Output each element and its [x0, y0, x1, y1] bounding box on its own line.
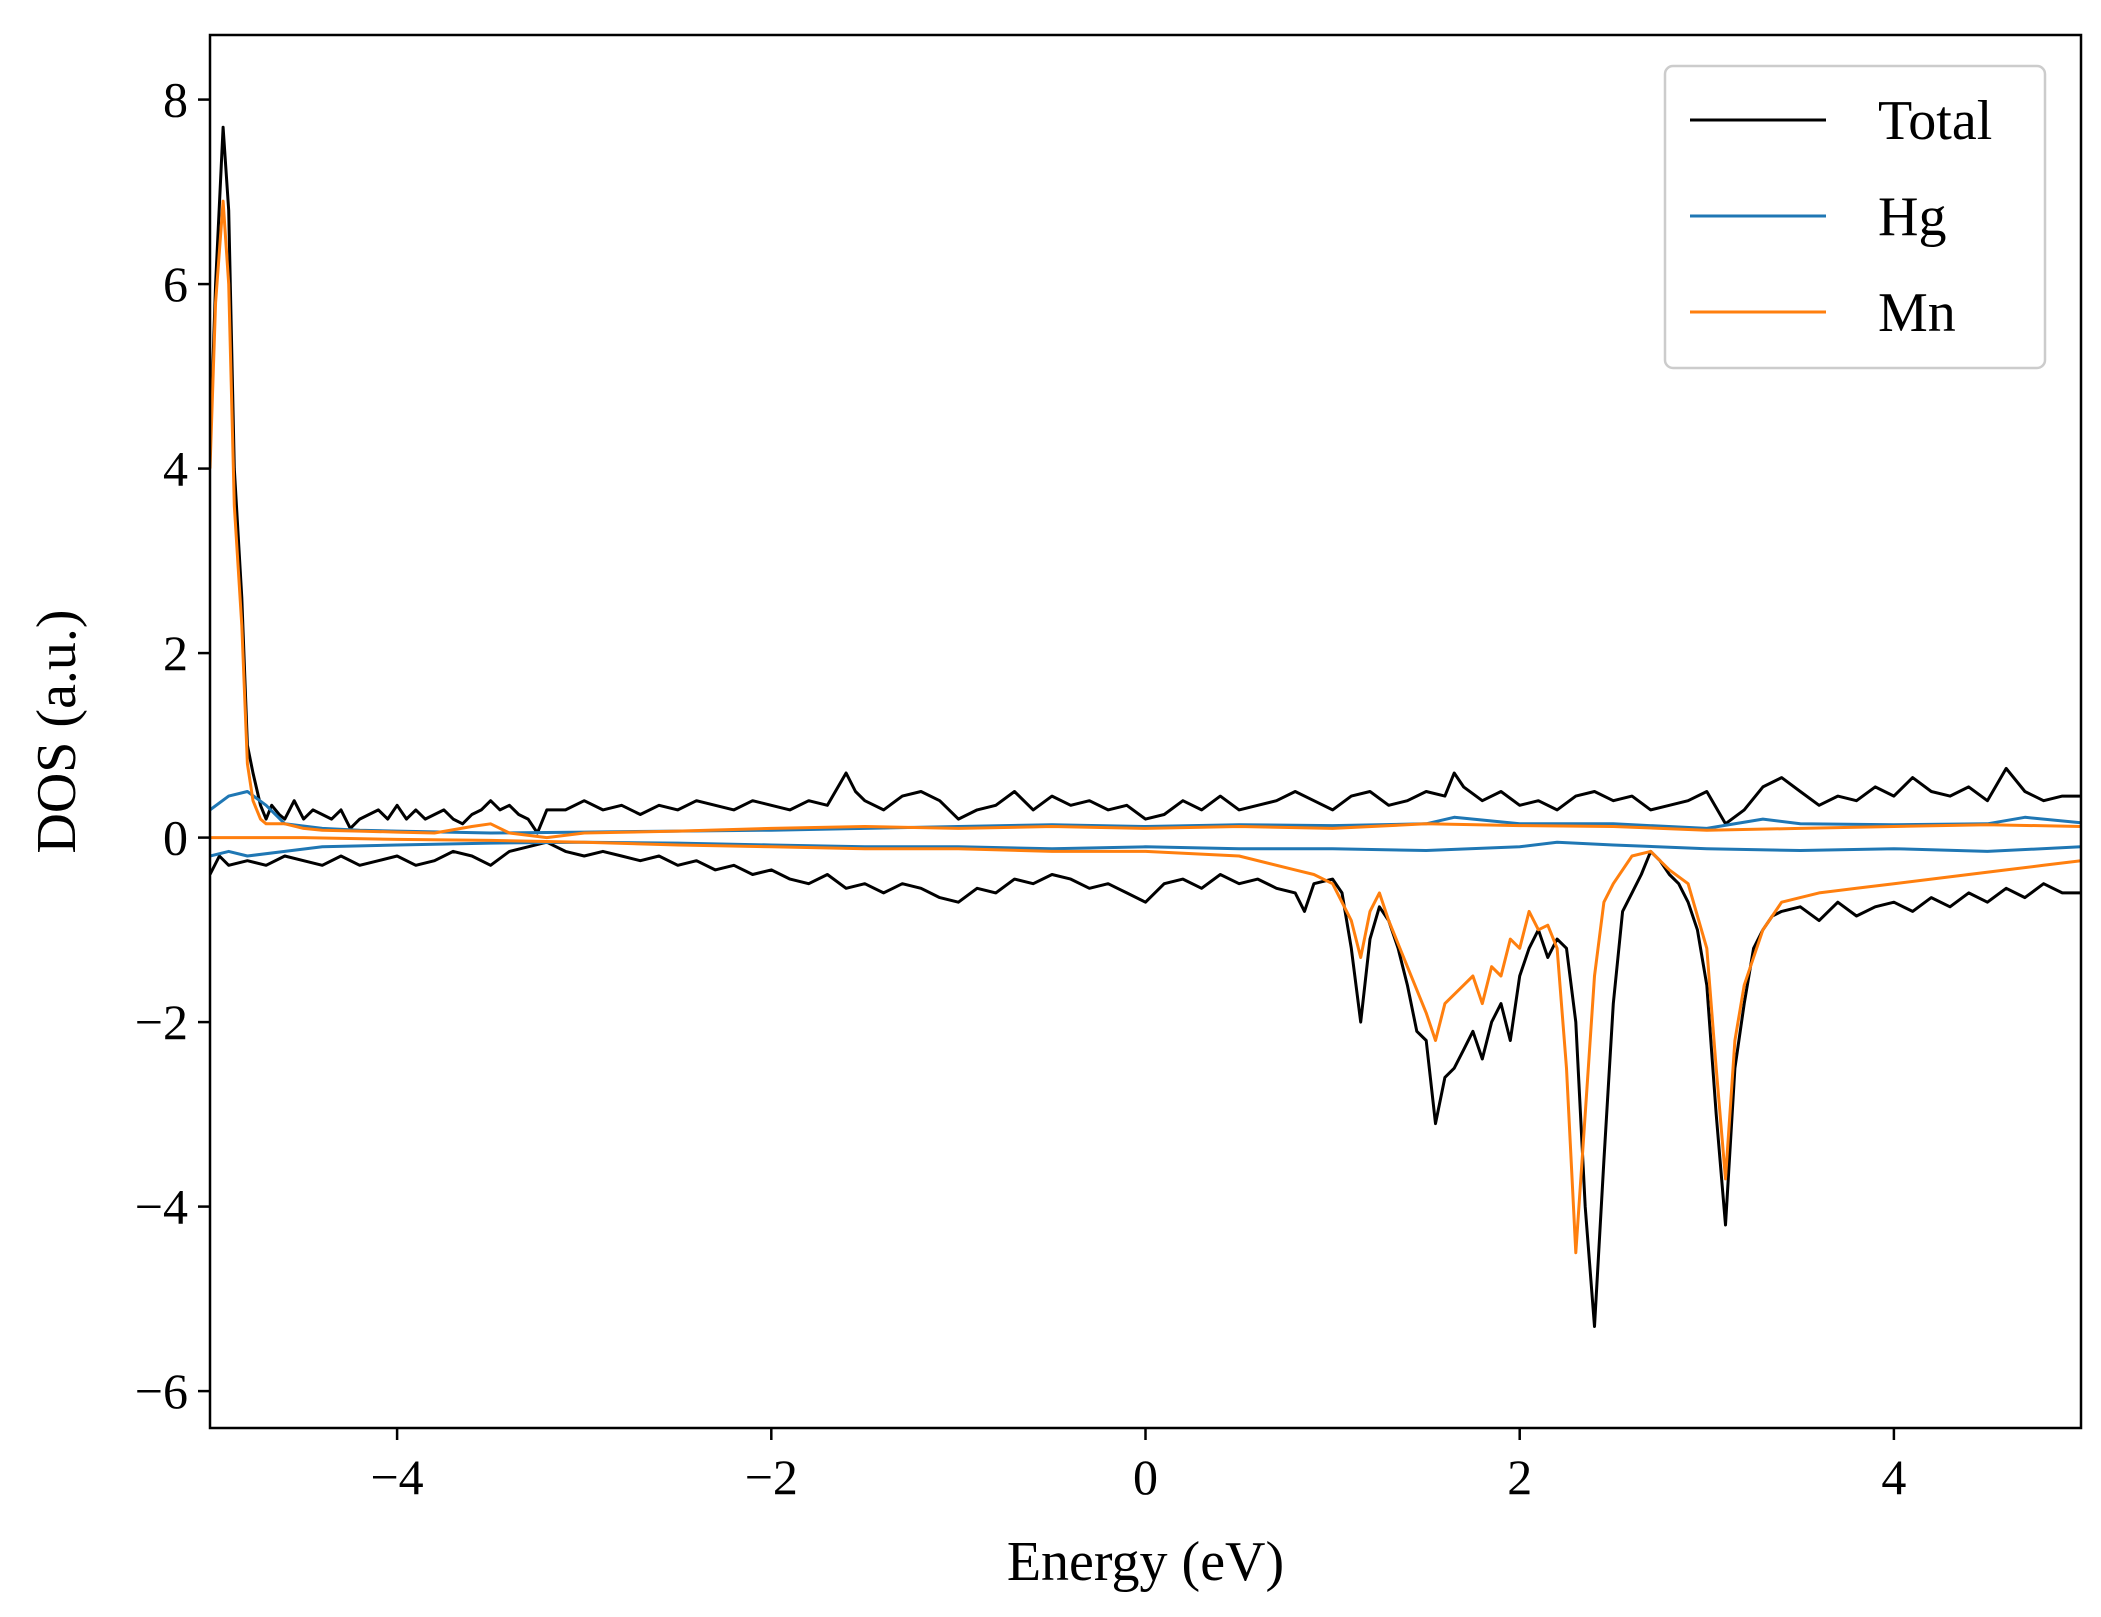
- legend-label-mn: Mn: [1878, 282, 1956, 344]
- series-layer: [210, 125, 2081, 1328]
- y-tick-label: 0: [163, 810, 188, 866]
- x-axis-label: Energy (eV): [1007, 1531, 1284, 1593]
- y-tick-label: −4: [135, 1179, 188, 1235]
- series-line-total-1: [210, 840, 2081, 1328]
- y-axis-label: DOS (a.u.): [26, 609, 88, 853]
- x-tick-label: 0: [1133, 1449, 1158, 1505]
- series-line-total-0: [210, 125, 2081, 835]
- x-tick-label: 2: [1507, 1449, 1532, 1505]
- series-line-hg-2: [210, 790, 2081, 835]
- legend: Total Hg Mn: [1663, 64, 2047, 370]
- series-line-mn-5: [210, 836, 2081, 1255]
- x-tick-label: −4: [370, 1449, 423, 1505]
- y-tick-label: 2: [163, 625, 188, 681]
- series-line-hg-3: [210, 840, 2081, 858]
- y-tick-label: 8: [163, 72, 188, 128]
- x-tick-label: 4: [1881, 1449, 1906, 1505]
- y-tick-label: −2: [135, 994, 188, 1050]
- legend-label-total: Total: [1878, 90, 1992, 152]
- series-line-mn-4: [210, 199, 2081, 840]
- ticks-layer: −4 −2 0 2 4 −6 −4 −2 0 2 4 6 8: [135, 72, 1907, 1505]
- y-tick-label: −6: [135, 1363, 188, 1419]
- x-tick-label: −2: [745, 1449, 798, 1505]
- legend-box: [1663, 64, 2047, 370]
- y-tick-label: 4: [163, 441, 188, 497]
- y-tick-label: 6: [163, 256, 188, 312]
- legend-label-hg: Hg: [1878, 186, 1946, 248]
